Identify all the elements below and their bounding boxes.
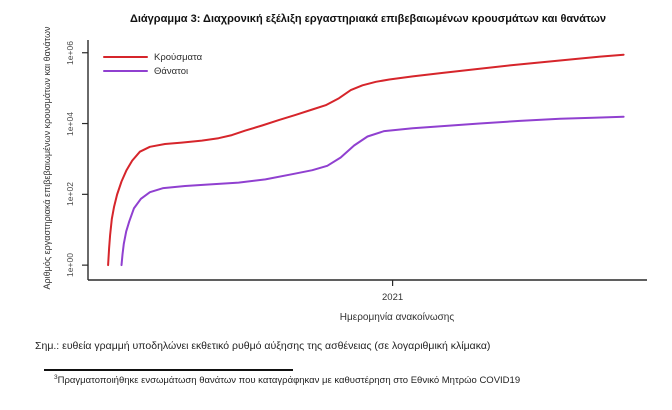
legend-label-deaths: Θάνατοι — [154, 65, 189, 77]
legend-item-deaths: Θάνατοι — [103, 64, 202, 78]
legend-item-cases: Κρούσματα — [103, 50, 202, 64]
y-tick-label: 1e+04 — [65, 111, 75, 136]
deaths-line-swatch — [103, 69, 148, 73]
legend: Κρούσματα Θάνατοι — [103, 50, 202, 78]
footnote: 3Πραγματοποιήθηκε ενσωμάτωση θανάτων που… — [54, 374, 520, 386]
footnote-mark: 3 — [54, 374, 58, 381]
y-tick-label: 1e+06 — [65, 40, 75, 65]
footnote-text: Πραγματοποιήθηκε ενσωμάτωση θανάτων που … — [57, 375, 521, 387]
chart-note: Σημ.: ευθεία γραμμή υποδηλώνει εκθετικό … — [35, 340, 491, 352]
cases-line-swatch — [103, 55, 148, 59]
cases-series-line — [107, 53, 625, 267]
y-tick-label: 1e+00 — [65, 253, 75, 278]
legend-label-cases: Κρούσματα — [154, 51, 203, 63]
y-axis-label: Αριθμός εργαστηριακά επιβεβαιωμένων κρου… — [42, 26, 52, 290]
x-axis-label: Ημερομηνία ανακοίνωσης — [339, 312, 455, 323]
y-tick-label: 1e+02 — [65, 182, 75, 207]
footnote-divider — [44, 369, 293, 371]
deaths-series-line — [120, 115, 625, 267]
chart-title: Διάγραμμα 3: Διαχρονική εξέλιξη εργαστηρ… — [129, 13, 607, 25]
x-tick-label: 2021 — [382, 292, 404, 303]
